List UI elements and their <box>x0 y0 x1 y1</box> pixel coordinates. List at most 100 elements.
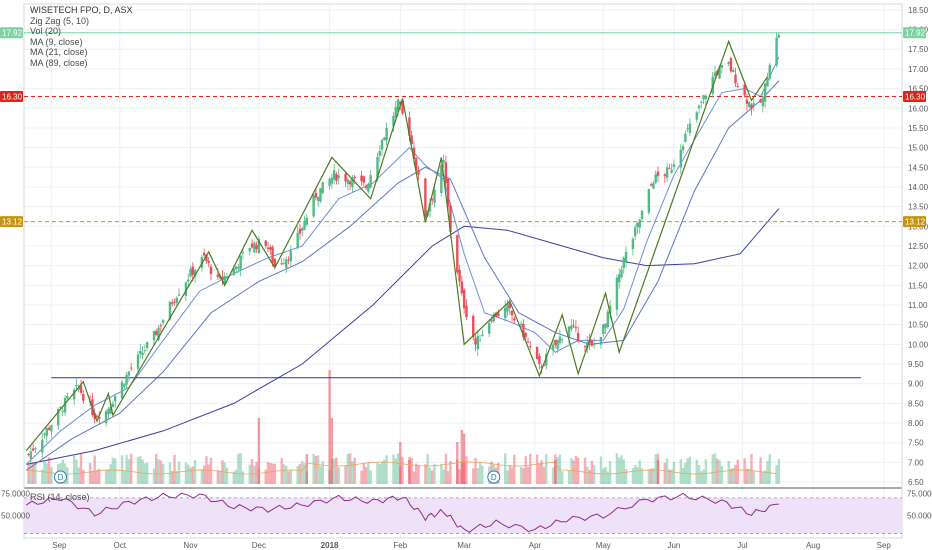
volume-spike <box>460 430 464 484</box>
legend: WISETECH FPO, D, ASX Zig Zag (5, 10) Vol… <box>30 5 133 69</box>
candle-body <box>540 366 543 368</box>
volume-bar <box>417 465 420 484</box>
candle-body <box>392 115 395 127</box>
rsi-line <box>25 492 779 533</box>
volume-bar <box>296 465 299 484</box>
candle-body <box>171 302 174 305</box>
volume-bar <box>736 459 740 484</box>
candle-body <box>503 307 507 319</box>
volume-bar <box>77 467 80 484</box>
candle-body <box>380 139 384 150</box>
candle-body <box>410 135 413 144</box>
volume-bar <box>433 463 436 484</box>
candle-body <box>556 339 559 350</box>
volume-bar <box>250 458 254 484</box>
candle-body <box>257 239 261 254</box>
volume-bar <box>556 457 559 484</box>
dividend-event-icon <box>487 470 501 484</box>
candle-body <box>266 247 270 249</box>
legend-ma9[interactable]: MA (9, close) <box>30 36 83 47</box>
candle-body <box>47 427 51 430</box>
volume-bar <box>255 461 258 484</box>
volume-spike <box>330 418 334 484</box>
volume-bar <box>316 455 320 484</box>
candle-body <box>273 258 277 267</box>
volume-bar <box>193 460 197 484</box>
candle-body <box>497 312 500 316</box>
candle-body <box>679 149 682 168</box>
time-tick-label: Aug <box>806 541 820 550</box>
candle-body <box>353 176 356 178</box>
volume-bar <box>672 462 676 484</box>
dividend-event-label: D <box>58 473 64 482</box>
candle-body <box>269 247 272 250</box>
candle-body <box>508 302 511 309</box>
candle-body <box>700 101 703 103</box>
candle-body <box>670 169 673 173</box>
candle-body <box>168 301 172 320</box>
volume-bar <box>604 467 607 484</box>
candle-body <box>321 182 324 194</box>
volume-bar <box>606 471 610 484</box>
volume-bar <box>775 465 778 484</box>
volume-bar <box>633 464 637 484</box>
volume-bar <box>599 456 603 484</box>
legend-volume[interactable]: Vol (20) <box>30 26 62 37</box>
price-tag-right <box>903 90 926 102</box>
candle-body <box>394 107 397 118</box>
symbol-title[interactable]: WISETECH FPO, D, ASX <box>30 5 133 15</box>
candle-body <box>109 406 112 414</box>
price-tag-right <box>903 216 926 228</box>
candle-body <box>583 346 587 348</box>
candle-body <box>401 100 404 114</box>
candle-body <box>155 330 158 336</box>
price-tick-label: 10.50 <box>908 321 929 330</box>
volume-bar <box>720 465 724 484</box>
candle-body <box>567 326 571 338</box>
candle-body <box>695 112 698 120</box>
legend-zigzag[interactable]: Zig Zag (5, 10) <box>30 15 90 26</box>
candle-body <box>264 240 267 246</box>
volume-bar <box>337 467 340 484</box>
volume-bar <box>139 456 142 484</box>
candle-body <box>631 238 635 250</box>
volume-bar <box>508 465 511 484</box>
volume-bar <box>88 462 92 484</box>
volume-bar <box>43 461 46 484</box>
volume-bar <box>312 453 315 484</box>
legend-ma89[interactable]: MA (89, close) <box>30 57 88 68</box>
volume-bar <box>155 453 158 484</box>
volume-bar <box>649 468 653 484</box>
volume-bar <box>592 464 596 484</box>
price-tag-left-text: 16.30 <box>2 92 23 101</box>
candle-body <box>63 398 67 413</box>
candle-body <box>57 409 60 426</box>
price-tick-label: 10.00 <box>908 340 929 349</box>
volume-bar <box>734 464 737 484</box>
volume-bar <box>186 464 190 484</box>
volume-spike <box>656 460 660 484</box>
candle-body <box>734 74 737 84</box>
time-tick-label: Mar <box>457 541 471 550</box>
volume-bar <box>748 468 751 484</box>
rsi-tick-left: 75.0000 <box>1 489 30 498</box>
volume-spike <box>554 460 557 484</box>
candle-body <box>424 178 427 217</box>
candle-body <box>492 313 495 322</box>
volume-bar <box>282 464 286 484</box>
volume-bar <box>351 461 354 484</box>
price-tick-label: 12.00 <box>908 262 929 271</box>
volume-bar <box>652 468 655 484</box>
candle-body <box>50 425 53 432</box>
legend-rsi[interactable]: RSI (14, close) <box>30 492 90 502</box>
volume-bar <box>622 459 625 484</box>
candle-body <box>570 325 573 330</box>
candle-body <box>385 127 388 141</box>
candle-body <box>141 352 144 356</box>
legend-ma21[interactable]: MA (21, close) <box>30 47 88 58</box>
volume-bar <box>273 463 277 484</box>
price-tag-right <box>903 27 926 39</box>
candle-body <box>239 255 242 271</box>
candle-body <box>668 167 671 169</box>
candle-body <box>513 318 516 321</box>
